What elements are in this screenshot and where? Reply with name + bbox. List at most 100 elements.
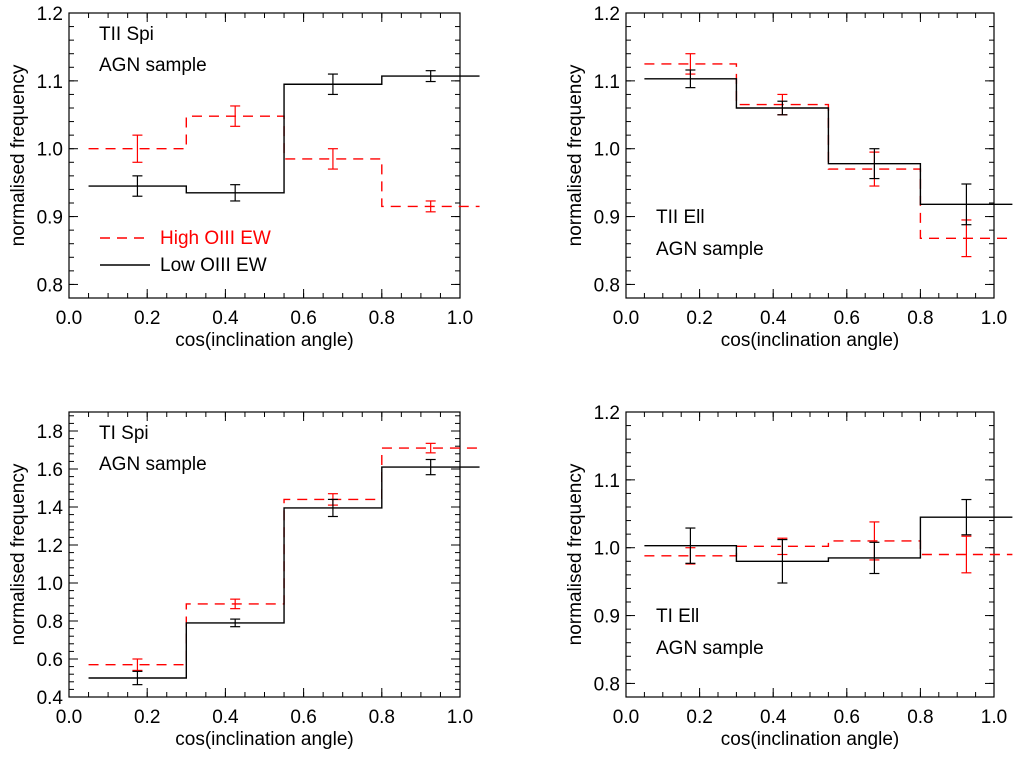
y-tick-label: 0.8: [594, 275, 620, 296]
x-tick-label: 0.8: [907, 308, 933, 329]
x-tick-label: 0.2: [134, 707, 160, 728]
y-tick-label: 0.6: [37, 650, 63, 671]
y-tick-label: 0.8: [37, 275, 63, 296]
x-tick-label: 0.4: [212, 308, 239, 329]
error-bar: [425, 442, 436, 454]
series-step-line: [644, 540, 1013, 557]
y-tick-label: 1.2: [37, 536, 63, 557]
series-solid: [88, 458, 480, 686]
error-bar: [685, 69, 696, 89]
x-tick-label: 0.2: [686, 707, 712, 728]
error-bar: [230, 598, 241, 610]
y-tick-label: 0.9: [37, 208, 63, 229]
error-bar: [425, 200, 436, 213]
legend-entry: High OIII EW: [100, 228, 271, 249]
x-tick-label: 0.0: [56, 707, 82, 728]
chart-panel-4: 0.0 0.2 0.4 0.6 0.8 1.0 0.8 0.9 1.0 1.1 1.2 cos(inc…: [565, 403, 1013, 750]
error-bar: [132, 670, 143, 686]
legend-entry: Low OIII EW: [100, 255, 267, 276]
y-axis-label: normalised frequency: [8, 64, 29, 246]
panel-label: TII Ell: [656, 207, 705, 228]
x-tick-label: 0.2: [134, 308, 160, 329]
y-tick-label: 1.0: [594, 539, 620, 560]
error-bar: [777, 538, 788, 584]
y-axis-label: normalised frequency: [565, 463, 586, 645]
error-bar: [230, 184, 241, 202]
x-axis-label: cos(inclination angle): [175, 330, 354, 351]
error-bar: [869, 541, 880, 575]
x-tick-label: 1.0: [981, 707, 1007, 728]
error-bar: [869, 148, 880, 180]
x-tick-label: 0.0: [613, 707, 639, 728]
series-dashed: [88, 105, 480, 213]
series-solid: [644, 498, 1013, 584]
x-axis-label: cos(inclination angle): [175, 729, 354, 750]
error-bar: [961, 535, 972, 574]
error-bar: [685, 527, 696, 564]
y-tick-label: 0.4: [37, 688, 64, 709]
x-tick-label: 0.4: [760, 308, 787, 329]
error-bar: [327, 73, 338, 96]
legend-label: Low OIII EW: [160, 255, 267, 276]
y-tick-label: 0.9: [594, 208, 620, 229]
error-bar: [961, 183, 972, 226]
x-tick-label: 0.8: [907, 707, 933, 728]
x-tick-label: 0.8: [369, 707, 395, 728]
chart-panel-2: 0.0 0.2 0.4 0.6 0.8 1.0 0.8 0.9 1.0 1.1 1.2 cos(inc…: [565, 4, 1013, 351]
y-tick-label: 1.2: [37, 4, 63, 25]
x-tick-label: 0.8: [369, 308, 395, 329]
y-tick-label: 1.1: [37, 72, 63, 93]
y-tick-label: 1.8: [37, 422, 63, 443]
series-step-line: [88, 115, 480, 208]
error-bar: [230, 618, 241, 628]
y-tick-label: 1.0: [594, 140, 620, 161]
panel-label: AGN sample: [656, 638, 764, 659]
y-tick-label: 0.9: [594, 607, 620, 628]
y-tick-label: 1.0: [37, 140, 63, 161]
y-axis-label: normalised frequency: [8, 463, 29, 645]
error-bar: [425, 458, 436, 476]
x-tick-label: 0.6: [290, 707, 316, 728]
series-step-line: [644, 78, 1013, 206]
panel-label: TI Spi: [99, 423, 149, 444]
x-axis-label: cos(inclination angle): [721, 330, 900, 351]
panel-label: TII Spi: [99, 24, 154, 45]
y-tick-label: 0.8: [594, 674, 620, 695]
y-tick-label: 1.6: [37, 460, 63, 481]
x-tick-label: 0.0: [613, 308, 639, 329]
error-bar: [132, 658, 143, 672]
error-bar: [425, 70, 436, 83]
x-tick-label: 1.0: [981, 308, 1007, 329]
error-bar: [132, 134, 143, 163]
legend-label: High OIII EW: [160, 228, 271, 249]
x-tick-label: 1.0: [447, 308, 473, 329]
series-solid: [88, 70, 480, 202]
series-solid: [644, 69, 1013, 226]
chart-panel-1: 0.0 0.2 0.4 0.6 0.8 1.0 0.8 0.9 1.0 1.1 1.2 cos(inc…: [8, 4, 480, 351]
x-tick-label: 0.4: [212, 707, 239, 728]
panel-label: AGN sample: [99, 454, 207, 475]
x-tick-label: 0.6: [834, 707, 860, 728]
y-tick-label: 1.1: [594, 471, 620, 492]
y-tick-label: 1.2: [594, 403, 620, 424]
error-bar: [327, 148, 338, 170]
panel-label: AGN sample: [99, 55, 207, 76]
series-step-line: [88, 75, 480, 194]
y-tick-label: 1.1: [594, 72, 620, 93]
x-axis-label: cos(inclination angle): [721, 729, 900, 750]
series-step-line: [88, 466, 480, 679]
x-tick-label: 0.6: [834, 308, 860, 329]
error-bar: [327, 498, 338, 518]
y-tick-label: 1.2: [594, 4, 620, 25]
panel-label: TI Ell: [656, 606, 699, 627]
x-tick-label: 0.2: [686, 308, 712, 329]
x-tick-label: 0.4: [760, 707, 787, 728]
error-bar: [777, 100, 788, 116]
y-axis-label: normalised frequency: [565, 64, 586, 246]
y-tick-label: 1.4: [37, 498, 64, 519]
x-tick-label: 0.6: [290, 308, 316, 329]
x-tick-label: 1.0: [447, 707, 473, 728]
panel-label: AGN sample: [656, 239, 764, 260]
error-bar: [961, 498, 972, 536]
series-step-line: [644, 516, 1013, 562]
